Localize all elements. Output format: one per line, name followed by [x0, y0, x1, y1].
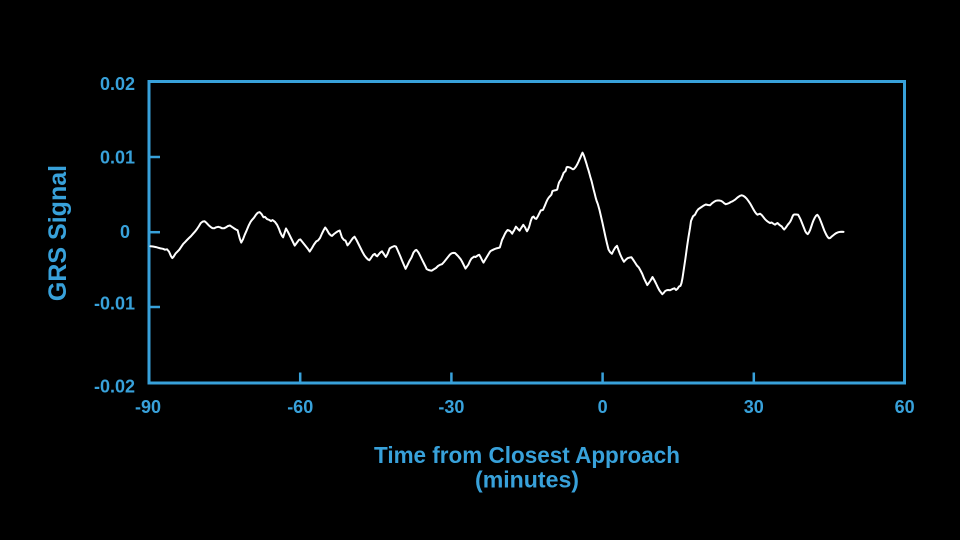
svg-text:60: 60 [895, 397, 915, 417]
svg-text:-60: -60 [287, 397, 313, 417]
svg-text:-0.01: -0.01 [94, 294, 135, 314]
svg-text:0.02: 0.02 [100, 74, 135, 94]
svg-text:0: 0 [598, 397, 608, 417]
svg-text:0: 0 [120, 222, 130, 242]
svg-text:-90: -90 [135, 397, 161, 417]
svg-text:(minutes): (minutes) [475, 467, 579, 493]
svg-text:-0.02: -0.02 [94, 376, 135, 396]
svg-text:30: 30 [744, 397, 764, 417]
svg-text:Time from Closest Approach: Time from Closest Approach [374, 442, 680, 468]
svg-text:GRS Signal: GRS Signal [44, 165, 72, 301]
svg-text:0.01: 0.01 [100, 148, 135, 168]
svg-text:-30: -30 [438, 397, 464, 417]
